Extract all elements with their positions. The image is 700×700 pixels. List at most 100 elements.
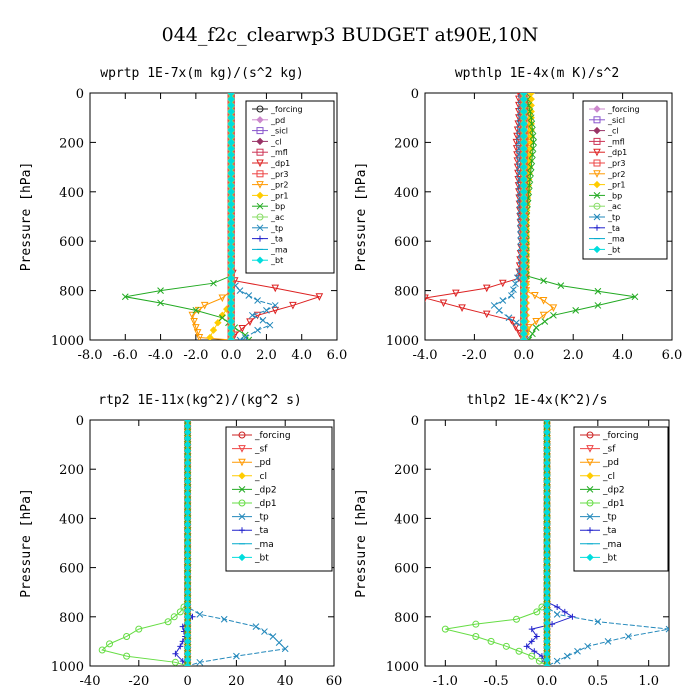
legend-marker_sicl (256, 127, 264, 135)
panel-2: wpthlp 1E-4x(m K)/s^2 Pressure [hPa] 0 200 4… (354, 66, 682, 363)
legend-marker_cl (593, 126, 601, 135)
legend-label: _dp1 (607, 148, 627, 157)
data-point_ta (523, 643, 530, 650)
legend-label: _bp (270, 202, 285, 211)
data-point_pr2 (531, 292, 539, 300)
x-tick-label: 0.0 (537, 674, 558, 689)
data-point_tp (553, 610, 561, 618)
data-point_bt (183, 662, 192, 666)
legend-label: _dp2 (602, 485, 625, 495)
y-axis-label: Pressure [hPa] (19, 488, 34, 598)
legend-marker_ac (593, 202, 601, 210)
legend-label: _pd (254, 458, 271, 468)
data-point_tp (514, 274, 521, 282)
legend-label: _tp (270, 224, 283, 233)
data-point_tp (512, 280, 519, 288)
legend-label: _bt (602, 553, 617, 563)
series-line_dp1 (101, 420, 189, 666)
data-point_bp (526, 176, 534, 183)
y-tick-label: 400 (394, 512, 419, 527)
legend-label: _pr3 (270, 170, 288, 179)
y-tick-label: 1000 (51, 334, 84, 349)
legend-label: _dp1 (254, 499, 277, 509)
data-point_pr2 (549, 304, 558, 313)
data-point_dp1 (123, 632, 131, 640)
data-point_dp1 (441, 625, 449, 633)
data-point_pr2 (200, 301, 209, 310)
data-point_tp (261, 628, 268, 635)
series-group (98, 420, 289, 666)
legend-box (225, 426, 333, 572)
legend-label: _ma (270, 245, 288, 254)
legend-label: _pr2 (607, 170, 625, 179)
legend-marker_cl (586, 472, 594, 480)
panel-title: wprtp 1E-7x(m kg)/(s^2 kg) (100, 66, 304, 81)
y-tick-label: 600 (394, 562, 419, 577)
y-tick-label: 400 (59, 512, 84, 527)
y-tick-label: 800 (394, 285, 419, 300)
x-tick-label: 4.0 (291, 348, 312, 363)
data-point_tp (574, 647, 581, 655)
x-tick-label: 6.0 (327, 348, 348, 363)
legend-label: _ta (607, 224, 620, 233)
series-line_pr2 (191, 93, 232, 340)
data-point_dp1 (289, 301, 297, 310)
data-point_dp1 (533, 608, 541, 616)
data-point_dp2 (184, 662, 191, 666)
data-point_tp (254, 326, 261, 334)
y-tick-label: 600 (59, 562, 84, 577)
legend-marker_tp (238, 513, 246, 520)
data-point_tp (248, 311, 256, 319)
legend-marker_dp1 (586, 499, 594, 507)
data-point_bt (543, 662, 551, 666)
legend-marker_dp1 (593, 148, 601, 157)
legend-marker_pd (238, 458, 246, 467)
x-tick-label: -4.0 (412, 348, 437, 363)
data-point_dp1 (246, 318, 254, 327)
data-point_tp (252, 623, 260, 630)
legend-label: _dp1 (602, 499, 625, 509)
y-tick-label: 0 (411, 87, 419, 102)
data-point_pr2 (192, 324, 200, 332)
legend-marker_ta (257, 235, 263, 242)
legend-marker_pr3 (256, 170, 264, 178)
data-point_bp (540, 277, 547, 285)
x-tick-label: -2.0 (183, 348, 208, 363)
legend-label: _sf (254, 445, 268, 455)
x-tick-label: -6.0 (113, 348, 138, 363)
data-point_dp1 (425, 294, 429, 303)
legend: _forcing _pd _sicl_cl _mfl _dp1 _pr3 _pr2_pr1 _… (245, 100, 335, 274)
legend-label: _tp (602, 513, 617, 523)
data-point_dp1 (513, 615, 520, 623)
data-point_tp (263, 307, 270, 314)
data-point_bp (157, 299, 164, 307)
legend-label: _forcing (602, 431, 639, 441)
x-tick-label: 4.0 (612, 348, 633, 363)
data-point_tp (563, 652, 571, 660)
data-point_tp (196, 610, 204, 618)
legend-label: _ma (602, 540, 622, 550)
y-tick-label: 800 (59, 285, 84, 300)
y-tick-label: 600 (394, 235, 419, 250)
plot-frame (89, 92, 338, 341)
legend-marker_tp (593, 213, 601, 221)
legend-marker_bp (593, 192, 601, 199)
data-point_ta (528, 626, 535, 633)
data-point_ta (533, 633, 540, 640)
y-tick-label: 1000 (51, 660, 84, 675)
y-axis-label: Pressure [hPa] (19, 162, 34, 272)
plot-frame (89, 419, 335, 667)
data-point_dp1 (472, 620, 480, 628)
data-point_tp (241, 334, 249, 340)
y-tick-label: 200 (59, 463, 84, 478)
legend: _forcing _sf _pd _cl _dp2 _dp1 _tp _ta _ma _bt (225, 426, 333, 572)
data-point_dp2 (184, 420, 191, 424)
data-point_bp (527, 114, 535, 122)
data-point_pr2 (190, 317, 198, 326)
data-point_bp (557, 282, 565, 290)
legend-label: _dp2 (254, 485, 277, 495)
legend-label: _bt (254, 553, 269, 563)
data-point_dp1 (271, 284, 280, 293)
data-point_dp1 (482, 284, 491, 293)
x-tick-label: 0.5 (587, 674, 608, 689)
